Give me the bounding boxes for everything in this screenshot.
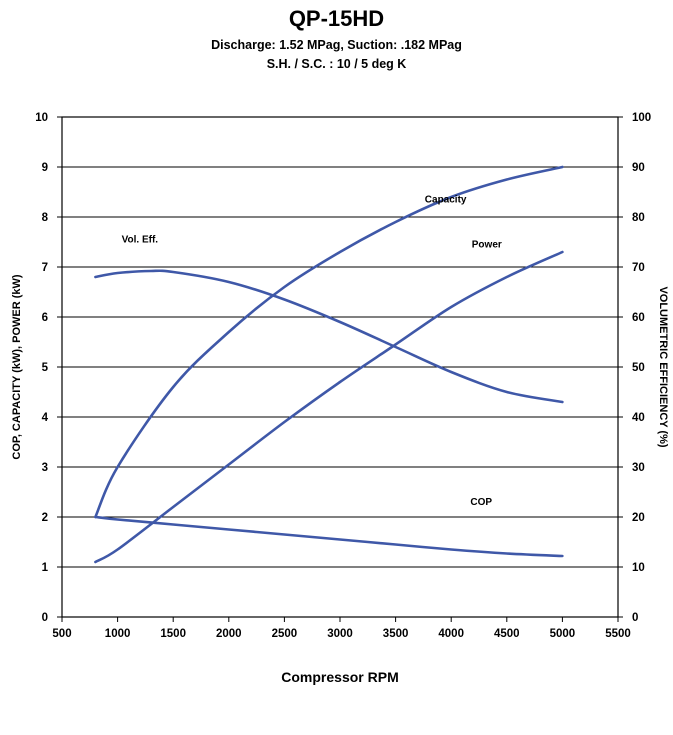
series-label-power: Power	[472, 240, 502, 251]
y-axis-left-label: COP, CAPACITY (kW), POWER (kW)	[11, 274, 23, 460]
y-left-tick-label: 3	[42, 462, 48, 474]
y-left-tick-label: 6	[42, 312, 48, 324]
y-right-tick-label: 100	[632, 112, 651, 124]
chart-subtitle-conditions: Discharge: 1.52 MPag, Suction: .182 MPag	[211, 38, 462, 52]
x-tick-label: 3000	[327, 628, 353, 640]
y-right-tick-label: 50	[632, 362, 645, 374]
y-right-tick-label: 10	[632, 562, 645, 574]
x-tick-label: 1500	[160, 628, 186, 640]
gridlines	[62, 116, 618, 618]
y-left-tick-label: 2	[42, 512, 48, 524]
x-tick-label: 4500	[494, 628, 520, 640]
y-right-tick-label: 30	[632, 462, 645, 474]
y-axis-right-label: VOLUMETRIC EFFICIENCY (%)	[657, 286, 669, 447]
series-label-vol-eff: Vol. Eff.	[122, 235, 159, 246]
y-right-tick-label: 20	[632, 512, 645, 524]
y-right-tick-label: 70	[632, 262, 645, 274]
series-line-vol-eff	[94, 269, 564, 404]
series-labels: Capacity Power Vol. Eff. COP	[122, 195, 502, 509]
y-left-tick-label: 9	[42, 162, 48, 174]
series-label-capacity: Capacity	[425, 195, 467, 206]
chart-subtitle-superheat: S.H. / S.C. : 10 / 5 deg K	[266, 57, 407, 71]
y-left-tick-label: 7	[42, 262, 48, 274]
y-left-tick-label: 4	[42, 412, 49, 424]
series-lines	[94, 165, 564, 564]
x-tick-label: 5500	[605, 628, 631, 640]
y-left-tick-label: 8	[42, 212, 49, 224]
x-tick-label: 2500	[272, 628, 298, 640]
y-left-tick-label: 10	[35, 112, 48, 124]
chart-title: QP-15HD	[288, 6, 385, 31]
y-right-tick-label: 60	[632, 312, 645, 324]
y-right-tick-label: 40	[632, 412, 645, 424]
y-left-tick-label: 5	[42, 362, 49, 374]
series-line-power	[94, 250, 564, 564]
series-line-capacity	[94, 165, 564, 519]
y-left-tick-label: 0	[42, 612, 48, 624]
x-axis-label: Compressor RPM	[281, 669, 398, 685]
y-right-tick-label: 80	[632, 212, 645, 224]
series-label-cop: COP	[470, 497, 492, 508]
y-right-tick-label: 90	[632, 162, 645, 174]
axis-ticks: 500 1000 1500 2000 2500 3000 3500 4000 4500 5000 5…	[35, 112, 651, 640]
y-right-tick-label: 0	[632, 612, 638, 624]
series-line-cop	[94, 515, 564, 558]
y-left-tick-label: 1	[42, 562, 49, 574]
x-tick-label: 2000	[216, 628, 242, 640]
x-tick-label: 1000	[105, 628, 131, 640]
x-tick-label: 500	[52, 628, 71, 640]
x-tick-label: 4000	[438, 628, 464, 640]
x-tick-label: 3500	[383, 628, 409, 640]
x-tick-label: 5000	[550, 628, 576, 640]
